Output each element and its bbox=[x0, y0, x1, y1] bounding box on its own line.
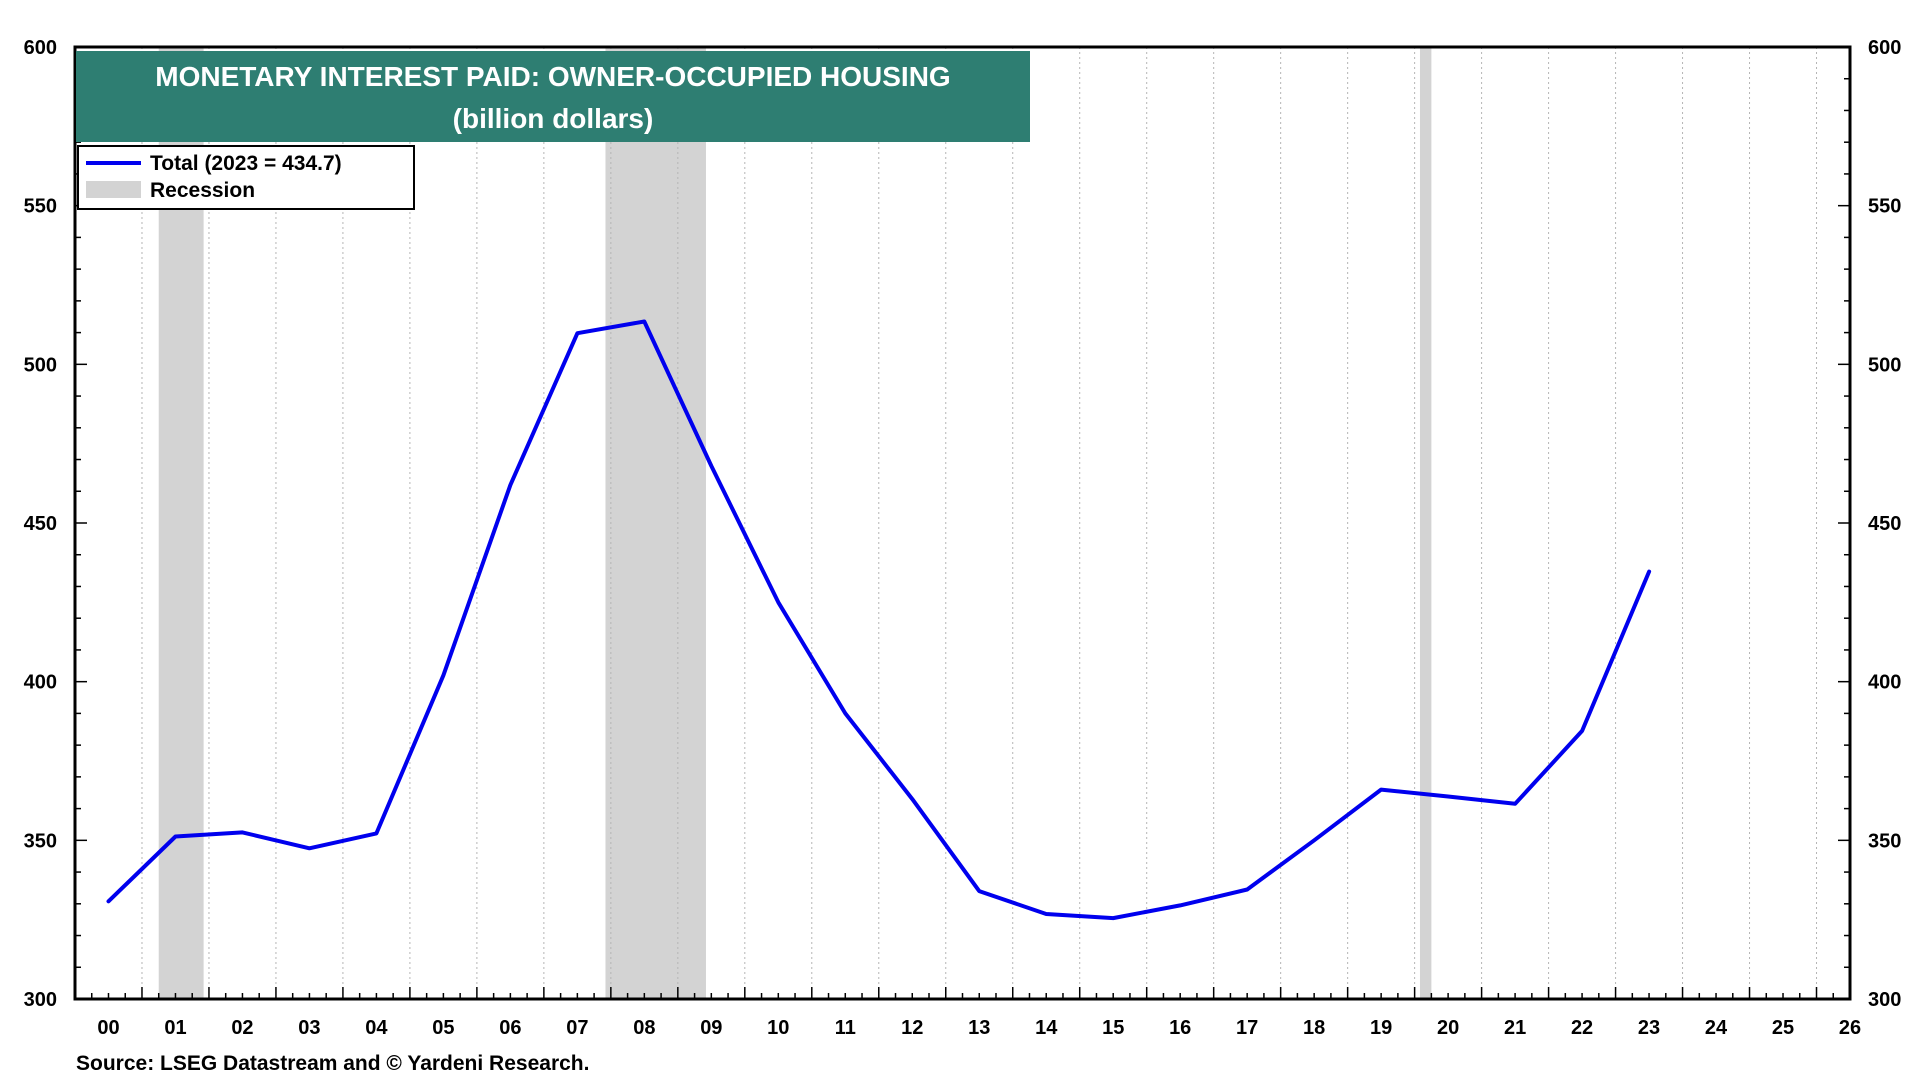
right-y-axis: 300 350 400 450 500 550 600 bbox=[1868, 37, 1901, 1011]
x-tick-label: 18 bbox=[1303, 1017, 1325, 1039]
y-tick-label-right: 300 bbox=[1868, 989, 1901, 1011]
y-tick-label-left: 350 bbox=[24, 830, 57, 852]
x-tick-label: 06 bbox=[499, 1017, 521, 1039]
legend: Total (2023 = 434.7) Recession bbox=[77, 145, 415, 210]
series-layer bbox=[106, 319, 1652, 921]
x-tick-label: 15 bbox=[1102, 1017, 1124, 1039]
legend-label-recession: Recession bbox=[150, 179, 255, 202]
y-tick-label-left: 500 bbox=[24, 354, 57, 376]
x-tick-label: 20 bbox=[1437, 1017, 1459, 1039]
x-tick-label: 12 bbox=[901, 1017, 923, 1039]
y-tick-label-right: 350 bbox=[1868, 830, 1901, 852]
y-tick-label-right: 400 bbox=[1868, 672, 1901, 694]
chart-subtitle: (billion dollars) bbox=[453, 103, 654, 134]
y-tick-label-left: 450 bbox=[24, 513, 57, 535]
x-tick-label: 11 bbox=[835, 1017, 856, 1039]
y-tick-label-right: 550 bbox=[1868, 196, 1901, 218]
y-tick-label-right: 600 bbox=[1868, 37, 1901, 59]
x-axis: 00 01 02 03 04 05 06 07 08 09 10 11 12 13 14 15 16 17 18 19… bbox=[97, 1017, 1861, 1039]
x-tick-label: 08 bbox=[633, 1017, 655, 1039]
y-tick-label-left: 400 bbox=[24, 672, 57, 694]
x-tick-label: 22 bbox=[1571, 1017, 1593, 1039]
x-tick-label: 24 bbox=[1705, 1017, 1728, 1039]
source-note: Source: LSEG Datastream and © Yardeni Re… bbox=[76, 1052, 589, 1075]
legend-swatch-recession bbox=[86, 181, 141, 198]
x-tick-label: 13 bbox=[968, 1017, 990, 1039]
gridlines bbox=[141, 47, 1818, 999]
legend-label-total: Total (2023 = 434.7) bbox=[150, 152, 342, 175]
y-tick-label-right: 500 bbox=[1868, 354, 1901, 376]
x-tick-label: 03 bbox=[298, 1017, 320, 1039]
y-tick-label-left: 300 bbox=[24, 989, 57, 1011]
y-tick-label-right: 450 bbox=[1868, 513, 1901, 535]
left-y-axis: 300 350 400 450 500 550 600 bbox=[24, 37, 57, 1011]
x-tick-label: 21 bbox=[1504, 1017, 1526, 1039]
title-box: MONETARY INTEREST PAID: OWNER-OCCUPIED H… bbox=[76, 51, 1030, 142]
recession-band bbox=[605, 47, 706, 999]
x-tick-label: 07 bbox=[566, 1017, 588, 1039]
x-tick-label: 23 bbox=[1638, 1017, 1660, 1039]
y-tick-label-left: 600 bbox=[24, 37, 57, 59]
x-tick-label: 01 bbox=[164, 1017, 186, 1039]
series-line-total bbox=[106, 319, 1652, 921]
x-tick-label: 26 bbox=[1839, 1017, 1861, 1039]
x-tick-label: 04 bbox=[365, 1017, 388, 1039]
chart-title: MONETARY INTEREST PAID: OWNER-OCCUPIED H… bbox=[155, 61, 950, 92]
x-tick-label: 17 bbox=[1236, 1017, 1258, 1039]
x-tick-label: 00 bbox=[97, 1017, 119, 1039]
recession-band bbox=[1419, 47, 1432, 999]
x-tick-label: 09 bbox=[700, 1017, 722, 1039]
x-tick-label: 19 bbox=[1370, 1017, 1392, 1039]
x-tick-label: 14 bbox=[1035, 1017, 1058, 1039]
x-tick-label: 02 bbox=[231, 1017, 253, 1039]
x-tick-label: 10 bbox=[767, 1017, 789, 1039]
x-tick-label: 05 bbox=[432, 1017, 454, 1039]
y-tick-label-left: 550 bbox=[24, 196, 57, 218]
x-tick-label: 16 bbox=[1169, 1017, 1191, 1039]
x-tick-label: 25 bbox=[1772, 1017, 1794, 1039]
